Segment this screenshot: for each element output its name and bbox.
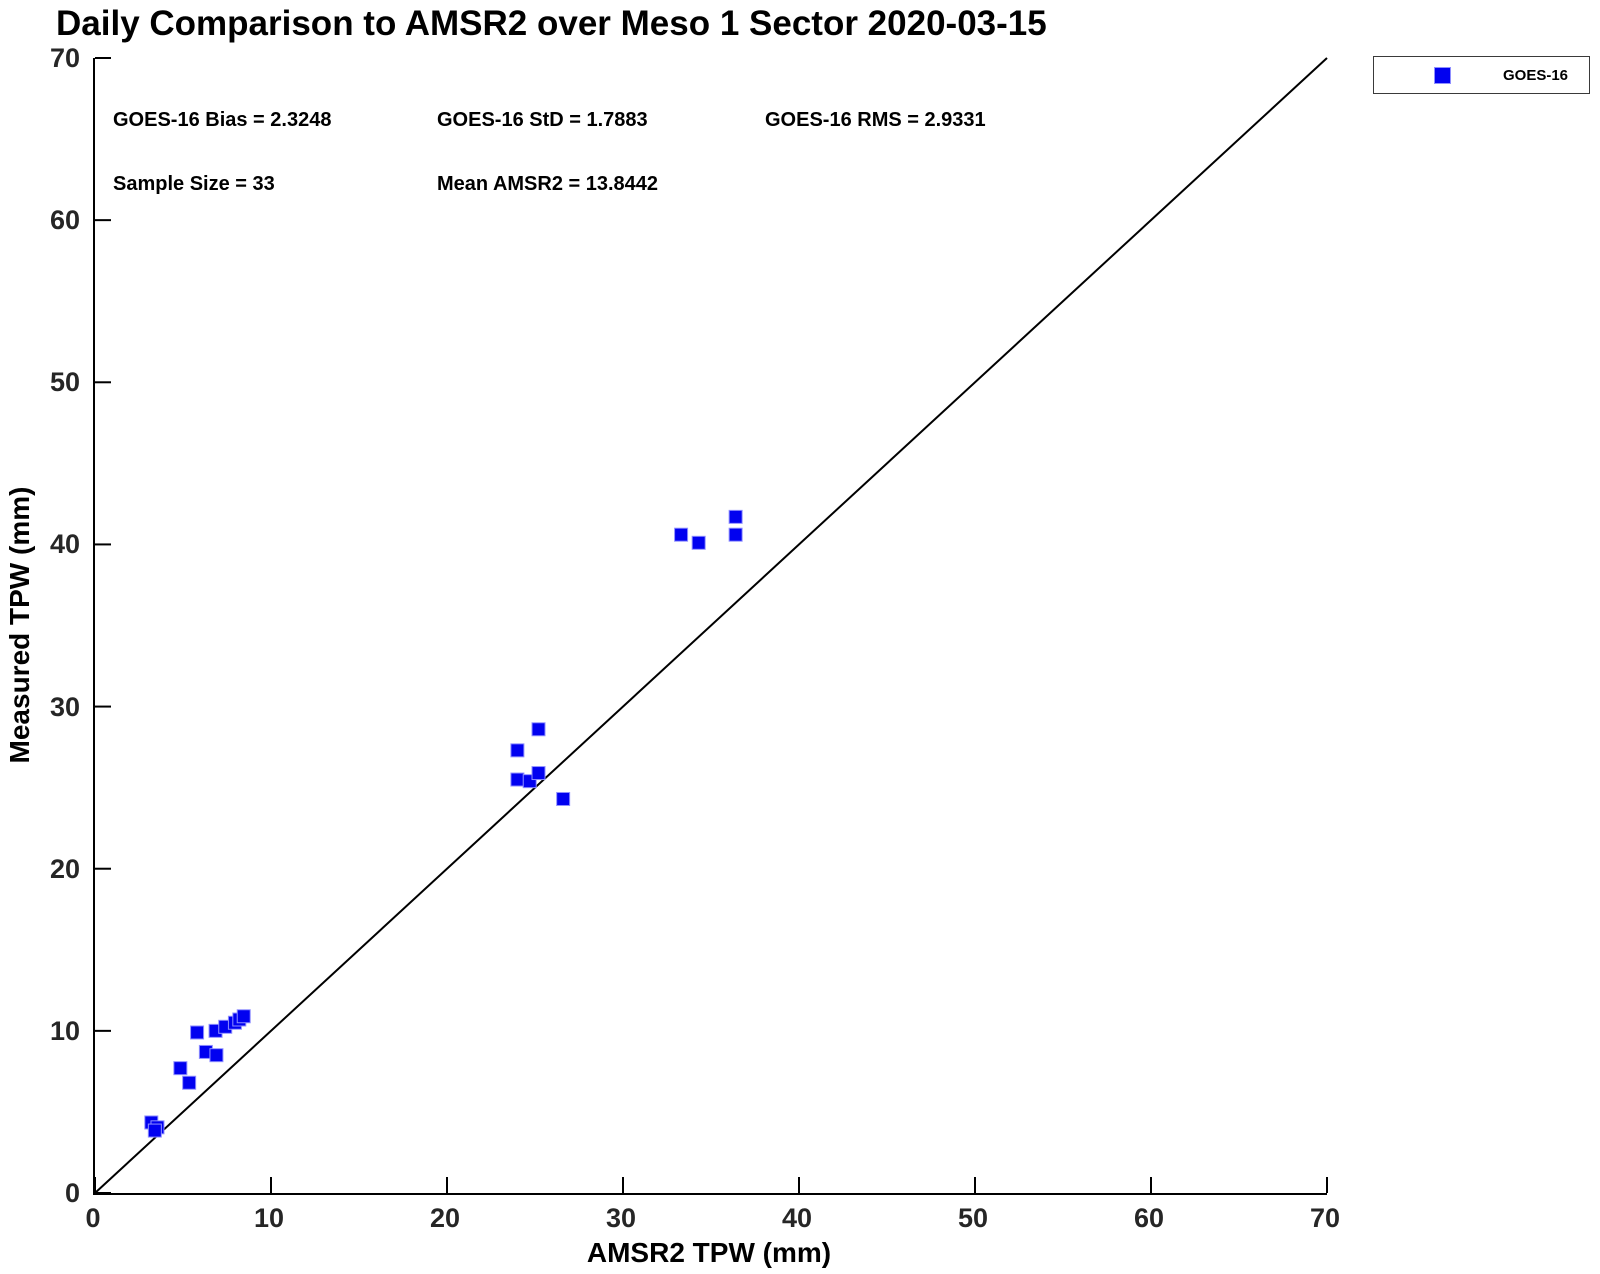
legend-square-marker-icon — [1434, 66, 1451, 84]
x-tick-label: 10 — [253, 1203, 285, 1233]
chart-title: Daily Comparison to AMSR2 over Meso 1 Se… — [56, 4, 1047, 43]
data-point-marker — [728, 509, 743, 524]
scatter-canvas — [94, 57, 1328, 1194]
data-point-marker — [556, 791, 571, 806]
y-tick-label: 30 — [49, 691, 80, 722]
stat-mean-amsr2: Mean AMSR2 = 13.8442 — [437, 173, 659, 195]
data-point-marker — [691, 535, 706, 550]
x-tick-label: 20 — [429, 1203, 461, 1233]
x-tick-label: 0 — [85, 1203, 101, 1233]
y-tick-label: 50 — [49, 367, 80, 398]
data-point-marker — [209, 1048, 224, 1063]
stat-bias: GOES-16 Bias = 2.3248 — [113, 109, 332, 131]
legend-label: GOES-16 — [1503, 66, 1569, 84]
y-tick-label: 70 — [49, 43, 80, 73]
identity-line — [94, 57, 1328, 1194]
y-tick-label: 0 — [64, 1178, 80, 1208]
legend: GOES-16 — [1373, 56, 1590, 94]
data-point-marker — [531, 722, 546, 737]
data-point-marker — [173, 1061, 188, 1076]
plot-area — [93, 57, 1328, 1195]
x-tick-label: 70 — [1309, 1203, 1341, 1233]
stat-rms: GOES-16 RMS = 2.9331 — [765, 109, 986, 131]
data-point-marker — [182, 1075, 197, 1090]
y-tick-label: 40 — [49, 529, 80, 560]
x-tick-label: 40 — [781, 1203, 813, 1233]
x-tick-label: 30 — [605, 1203, 637, 1233]
data-point-marker — [674, 527, 689, 542]
x-tick-label: 50 — [957, 1203, 989, 1233]
y-tick-label: 60 — [49, 205, 80, 236]
stat-sample-size: Sample Size = 33 — [113, 173, 275, 195]
data-point-marker — [728, 527, 743, 542]
y-tick-label: 10 — [49, 1015, 80, 1046]
stat-std: GOES-16 StD = 1.7883 — [437, 109, 648, 131]
x-axis-label: AMSR2 TPW (mm) — [586, 1237, 832, 1268]
data-point-marker — [190, 1025, 205, 1040]
data-point-marker — [236, 1009, 251, 1024]
data-point-marker — [531, 766, 546, 781]
data-point-marker — [510, 743, 525, 758]
y-axis-label: Measured TPW (mm) — [4, 486, 35, 764]
x-tick-label: 60 — [1133, 1203, 1165, 1233]
y-tick-label: 20 — [49, 853, 80, 884]
data-point-marker — [147, 1123, 162, 1138]
data-point-marker — [510, 772, 525, 787]
